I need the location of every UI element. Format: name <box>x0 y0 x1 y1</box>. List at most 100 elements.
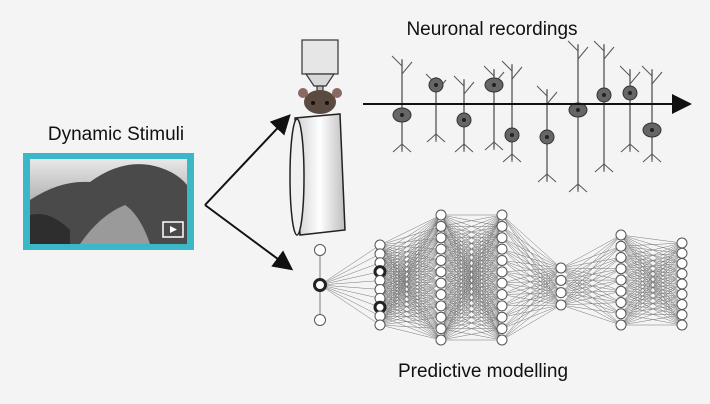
edge <box>379 244 442 250</box>
edge <box>501 267 562 329</box>
edge <box>620 246 683 254</box>
node <box>676 278 688 290</box>
node <box>496 334 508 346</box>
edge <box>379 237 442 317</box>
edge <box>620 253 683 326</box>
node <box>676 319 688 331</box>
edge <box>620 257 683 295</box>
edge <box>440 328 503 341</box>
edge <box>560 268 622 306</box>
edge <box>501 248 562 306</box>
edge <box>620 263 683 303</box>
edge <box>379 237 442 272</box>
mouse <box>298 88 342 114</box>
edge <box>620 253 683 303</box>
node <box>496 243 508 255</box>
edge <box>620 234 683 244</box>
node <box>615 263 627 275</box>
dendrite <box>484 141 495 151</box>
dendrite <box>577 46 589 60</box>
edge <box>379 248 442 281</box>
edge <box>560 280 622 303</box>
node <box>435 254 447 266</box>
edge <box>379 248 442 290</box>
edge <box>620 268 683 295</box>
edge <box>501 226 562 269</box>
edge <box>440 226 503 341</box>
edge <box>501 267 562 341</box>
edge <box>620 246 683 305</box>
edge <box>560 234 622 281</box>
node <box>496 254 508 266</box>
edge <box>620 242 683 303</box>
edge <box>501 226 562 281</box>
edge <box>501 267 562 307</box>
edge <box>379 226 442 326</box>
edge <box>560 246 622 306</box>
microscope <box>301 39 339 93</box>
edge <box>620 242 683 269</box>
edge <box>620 234 683 315</box>
node <box>496 300 508 312</box>
edge <box>620 257 683 305</box>
dendrite <box>567 40 579 52</box>
edge <box>319 253 381 286</box>
arrow <box>204 204 294 271</box>
node <box>615 229 627 241</box>
edge <box>620 246 683 295</box>
edge <box>501 214 562 269</box>
dendrite <box>453 75 465 87</box>
edge <box>620 279 683 315</box>
edge <box>379 237 442 264</box>
edge <box>379 226 442 255</box>
edge <box>379 305 442 326</box>
edge <box>379 214 442 326</box>
edge <box>620 313 683 315</box>
edge <box>440 214 503 250</box>
edge <box>620 279 683 305</box>
edge <box>620 234 683 326</box>
node <box>555 287 567 299</box>
edge <box>620 302 683 326</box>
node <box>496 323 508 335</box>
edge <box>379 214 442 308</box>
dendrite <box>502 153 513 163</box>
edge <box>501 304 562 329</box>
edge <box>501 292 562 318</box>
node <box>676 268 688 280</box>
nucleus <box>576 108 580 112</box>
node <box>435 220 447 232</box>
edge <box>620 234 683 305</box>
node <box>496 266 508 278</box>
node <box>615 297 627 308</box>
edge <box>560 257 622 306</box>
node <box>435 266 447 278</box>
edge <box>501 304 562 341</box>
edge <box>620 246 683 315</box>
edge <box>501 280 562 318</box>
edge <box>440 214 503 238</box>
dendrite <box>454 143 465 153</box>
edge <box>440 214 503 227</box>
edge <box>501 260 562 269</box>
edge <box>560 279 622 306</box>
edge <box>560 234 622 293</box>
edge <box>379 226 442 290</box>
edge <box>440 214 503 295</box>
edge <box>620 242 683 281</box>
node <box>615 285 627 297</box>
dendrite <box>426 133 437 143</box>
model-title: Predictive modelling <box>398 361 568 382</box>
network-edges <box>319 214 683 341</box>
edge <box>620 273 683 281</box>
edge <box>620 246 683 264</box>
edge <box>501 271 562 293</box>
edge <box>440 237 503 341</box>
edge <box>560 304 622 326</box>
edge <box>560 267 622 269</box>
edge <box>620 294 683 314</box>
edge <box>560 267 622 303</box>
edge <box>379 214 442 246</box>
edge <box>620 234 683 274</box>
edge <box>319 244 381 286</box>
